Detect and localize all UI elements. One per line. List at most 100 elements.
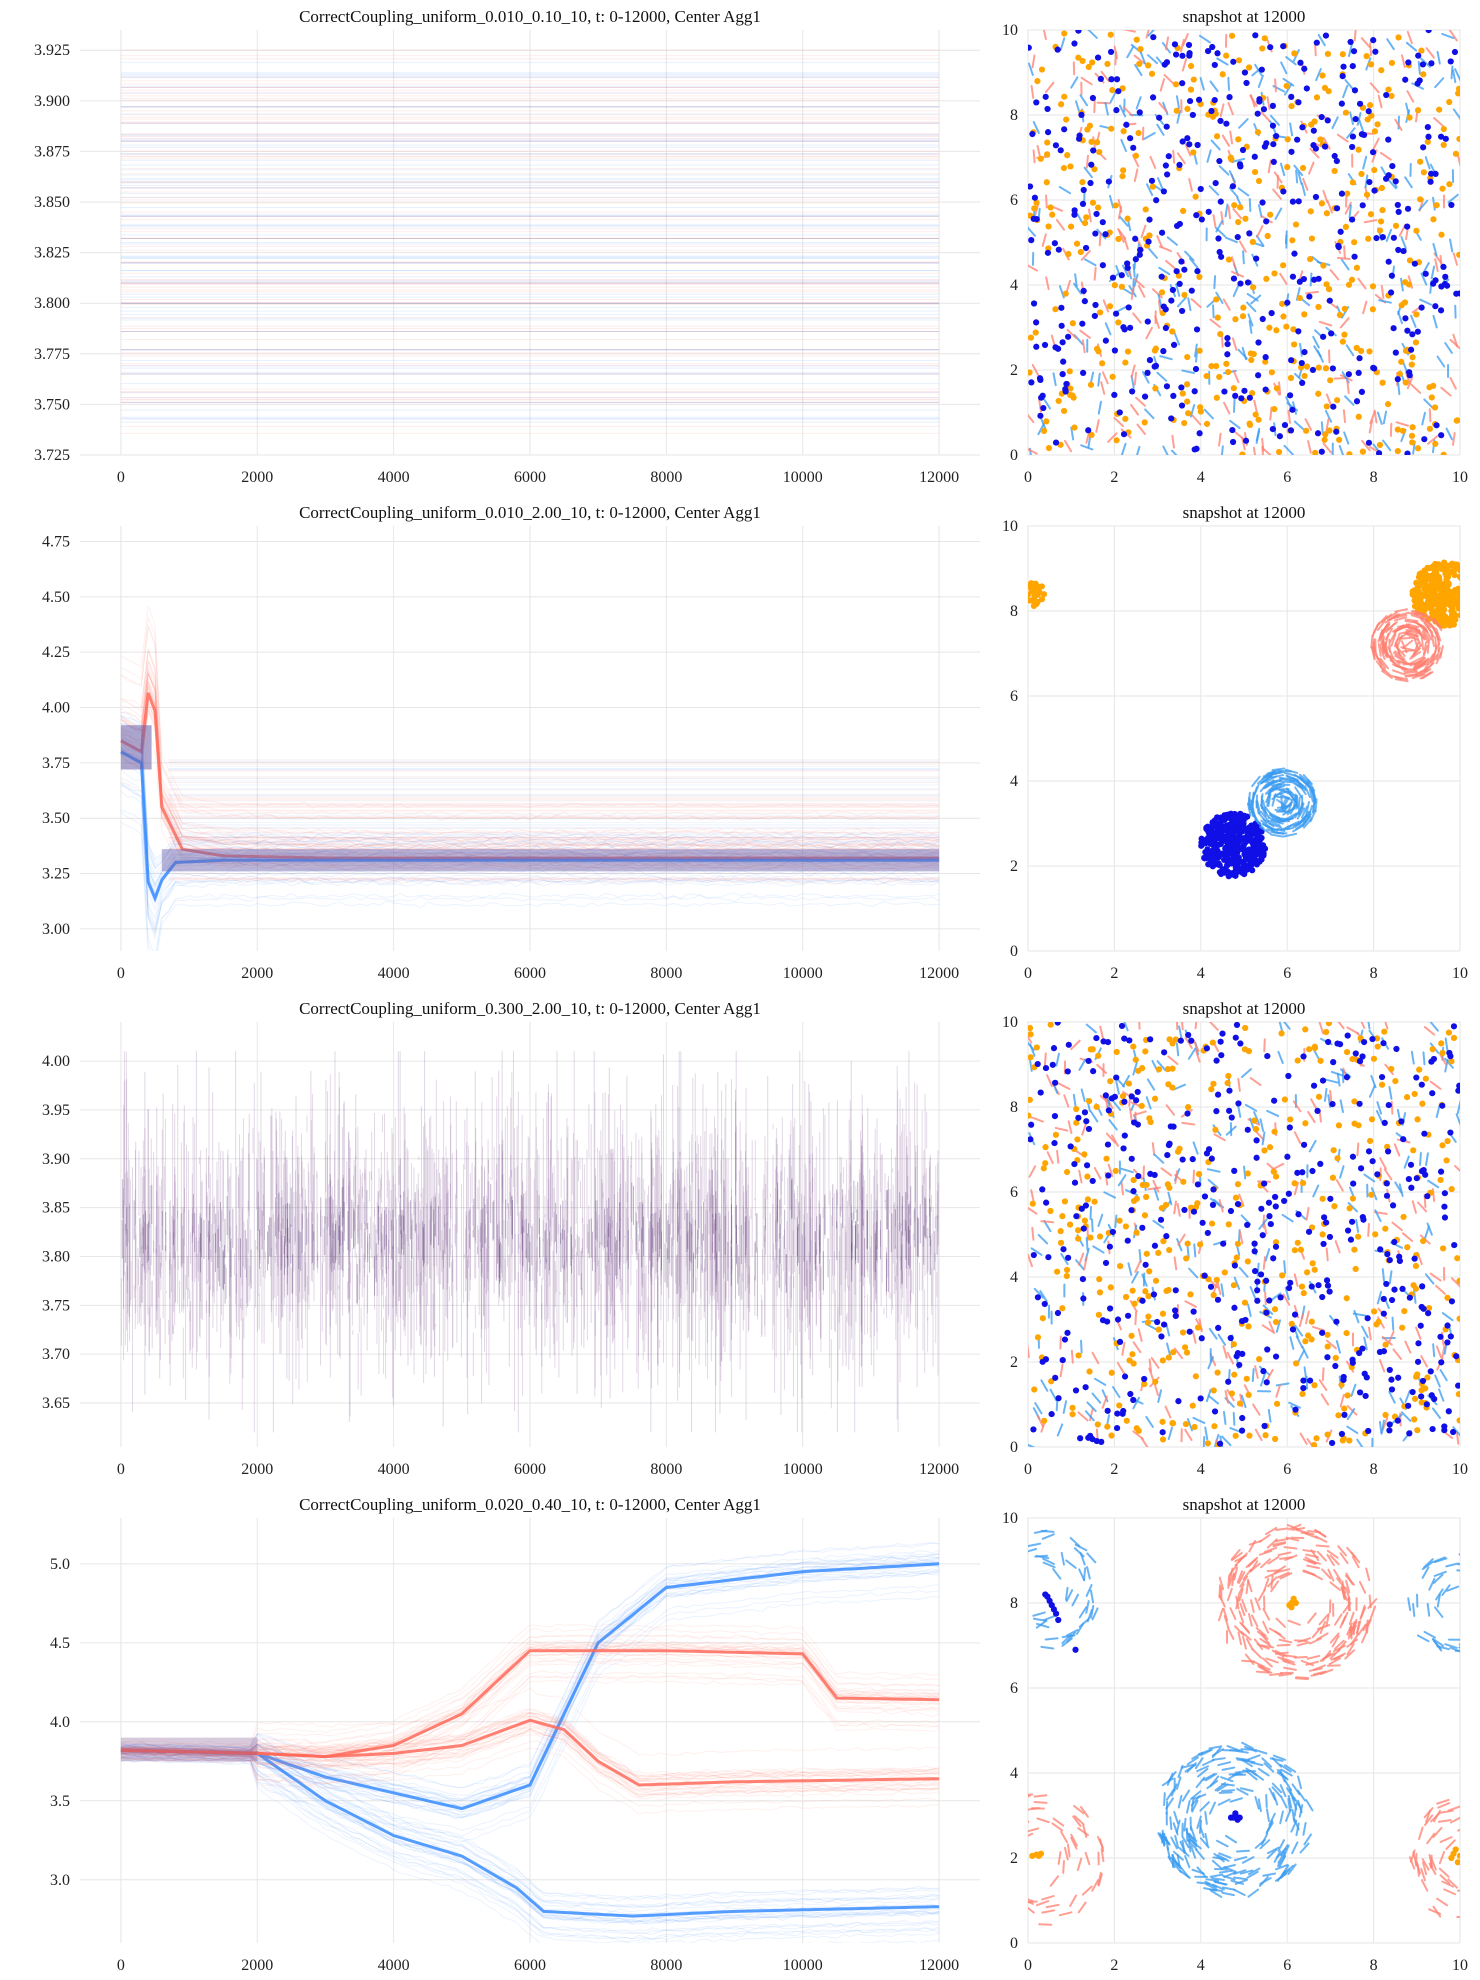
scatter-arrow <box>1268 1320 1276 1335</box>
scatter-arrow <box>1032 149 1036 164</box>
scatter-arrow <box>1449 338 1460 349</box>
scatter-arrow <box>1083 166 1093 179</box>
scatter-point <box>1273 385 1281 392</box>
scatter-point <box>1259 315 1266 323</box>
scatter-arrow <box>1381 1419 1385 1434</box>
scatter-point <box>1317 136 1324 143</box>
scatter-point <box>1421 575 1428 582</box>
scatter-point <box>1396 370 1403 378</box>
scatter-point <box>1271 270 1278 277</box>
scatter-point <box>1303 85 1310 92</box>
scatter-arrow <box>1309 147 1320 159</box>
scatter-point <box>1268 309 1275 317</box>
scatter-point <box>1102 231 1109 238</box>
scatter-arrow <box>1282 77 1295 87</box>
scatter-point <box>1255 177 1263 185</box>
scatter-arrow <box>1400 277 1404 292</box>
scatter-arrow <box>1263 1038 1266 1053</box>
scatter-point <box>1409 588 1416 595</box>
scatter-arrow <box>1054 1126 1069 1132</box>
scatter-point <box>1441 594 1448 601</box>
scatter-arrow <box>1436 355 1446 368</box>
scatter-arrow <box>1108 194 1115 209</box>
scatter-arrow <box>1289 1336 1295 1350</box>
scatter-point <box>1461 575 1467 581</box>
scatter-point <box>1196 430 1203 437</box>
scatter-point <box>1105 178 1112 185</box>
scatter-arrow <box>1424 1225 1430 1239</box>
scatter-arrow <box>1198 1318 1203 1333</box>
scatter-point <box>1442 273 1449 280</box>
scatter-point <box>1069 320 1076 327</box>
scatter-point <box>1451 48 1459 56</box>
scatter-arrow <box>1369 410 1376 425</box>
scatter-point <box>1037 155 1044 162</box>
scatter-arrow <box>1176 152 1186 165</box>
scatter-point <box>1188 287 1195 294</box>
series-line <box>120 624 940 822</box>
scatter-point <box>1190 76 1197 83</box>
scatter-point <box>1406 114 1413 121</box>
scatter-arrow <box>1266 769 1280 775</box>
scatter-arrow <box>1404 620 1419 624</box>
scatter-arrow <box>1293 164 1304 176</box>
scatter-point <box>1179 52 1186 59</box>
scatter-arrow <box>1452 252 1459 266</box>
scatter-point <box>1463 580 1469 586</box>
scatter-point <box>1028 595 1029 599</box>
scatter-point <box>1283 82 1290 90</box>
scatter-point <box>1095 204 1102 211</box>
scatter-point <box>1196 347 1203 354</box>
scatter-point <box>1432 277 1439 284</box>
scatter-arrow <box>1322 189 1329 204</box>
scatter-point <box>1181 419 1188 427</box>
scatter-point <box>1152 385 1159 392</box>
scatter-point <box>1322 32 1330 39</box>
scatter-point <box>1428 60 1435 67</box>
scatter-point <box>1077 248 1084 256</box>
series-line <box>120 723 940 870</box>
scatter-point <box>1227 815 1234 822</box>
scatter-point <box>1093 139 1101 146</box>
scatter-point <box>1197 185 1204 193</box>
scatter-arrow <box>1085 154 1089 169</box>
scatter-arrow <box>1251 1368 1255 1383</box>
scatter-point <box>1087 179 1094 187</box>
scatter-arrow <box>1361 439 1371 452</box>
scatter-arrow <box>1295 169 1299 184</box>
scatter-arrow <box>1416 660 1429 670</box>
scatter-arrow <box>1116 1362 1126 1375</box>
scatter-arrow <box>1031 363 1040 377</box>
scatter-point <box>1390 234 1397 241</box>
scatter-arrow <box>1157 299 1162 314</box>
scatter-arrow <box>1391 1221 1403 1232</box>
scatter-arrow <box>1256 225 1264 238</box>
scatter-point <box>1179 138 1186 145</box>
scatter-arrow <box>1192 1038 1200 1052</box>
scatter-point <box>1462 609 1468 615</box>
scatter-arrow <box>1338 444 1345 455</box>
scatter-arrow <box>1430 265 1436 280</box>
scatter-point <box>1319 72 1326 79</box>
scatter-arrow <box>1416 1201 1428 1213</box>
scatter-point <box>1059 371 1066 378</box>
series-line <box>120 745 940 893</box>
scatter-arrow <box>1130 286 1135 300</box>
scatter-arrow <box>1141 371 1150 384</box>
scatter-arrow <box>1369 42 1373 57</box>
scatter-arrow <box>1176 110 1182 124</box>
scatter-arrow <box>1253 1111 1260 1125</box>
scatter-point <box>1044 139 1051 146</box>
scatter-point <box>1031 205 1038 212</box>
scatter-arrow <box>1100 381 1106 395</box>
scatter-arrow <box>1081 339 1086 354</box>
scatter-arrow <box>1036 1414 1044 1428</box>
scatter-arrow <box>1307 804 1314 819</box>
scatter-point <box>1219 71 1226 78</box>
y-tick-label: 6 <box>1010 192 1018 209</box>
scatter-arrow <box>1093 1167 1102 1180</box>
y-tick-label: 3.80 <box>42 1248 70 1265</box>
scatter-arrow <box>1370 634 1374 649</box>
scatter-arrow <box>1139 51 1147 65</box>
scatter-arrow <box>1145 30 1150 39</box>
